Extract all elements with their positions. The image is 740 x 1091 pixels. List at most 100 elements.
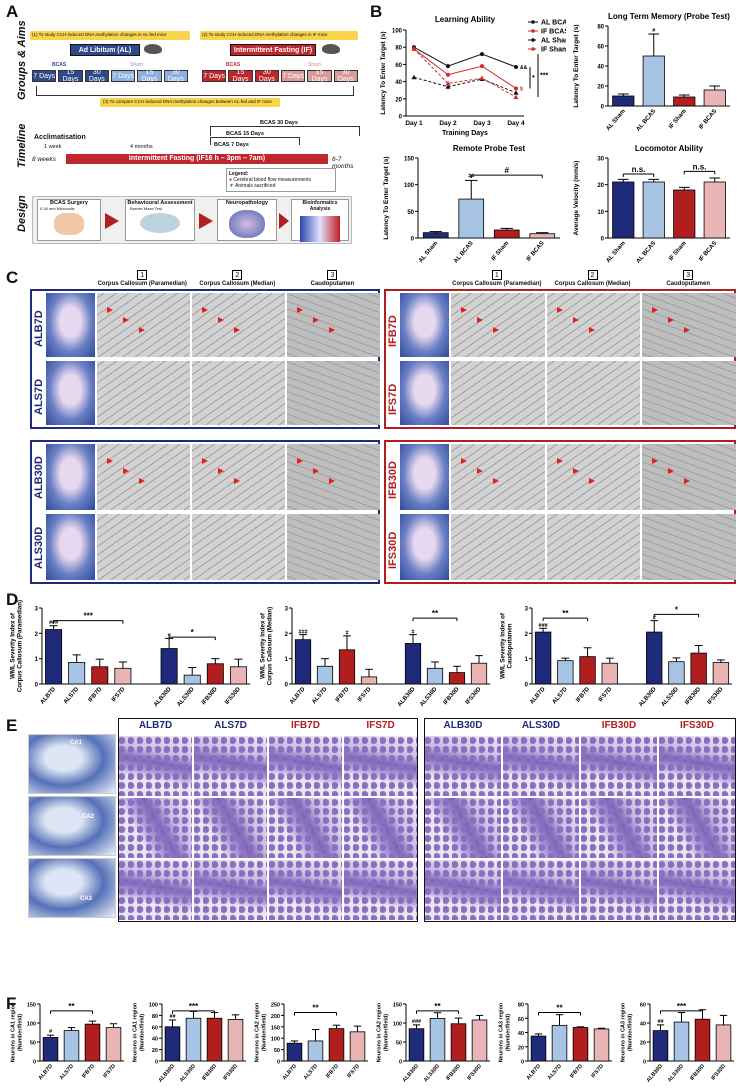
design-step-2: Behavioural Assessment Barnes Maze Test [125, 199, 195, 241]
nissl-micrograph [659, 860, 735, 920]
al-bcas-30d: 30 Days [84, 69, 109, 83]
nissl-micrograph [269, 798, 342, 858]
if-bcas-label: BCAS [226, 62, 241, 68]
x-tick-label: IFS7D [102, 1063, 117, 1079]
bar [579, 656, 596, 685]
x-tick-label: IFB7D [575, 686, 591, 704]
lesion-arrow-icon [588, 478, 595, 484]
panel-label-d: D [6, 590, 19, 609]
ca3-30d-chart: 0 20 40 60 Neurons in CA3 region(Number/fiel… [621, 1002, 734, 1084]
row-label: ALB30D [33, 456, 45, 499]
x-tick-label: IFB30D [689, 1063, 706, 1081]
timeline-acclim: Acclimatisation [34, 134, 86, 141]
bar [668, 661, 685, 685]
aim3-banner: (3) To compare CCH-induced DNA methylati… [100, 98, 280, 107]
significance-label: ** [562, 609, 569, 618]
legend-item-1: ● Cerebral blood flow measurements [229, 177, 311, 183]
groups-panel: (1) To study CCH-induced DNA methylation… [30, 28, 360, 112]
bar [160, 648, 178, 685]
brain-thumbnail [400, 361, 449, 425]
lesion-arrow-icon [122, 317, 129, 323]
chart-title: Locomotor Ability [635, 144, 704, 153]
data-point [445, 84, 451, 89]
y-tick-label: 50 [274, 1048, 280, 1054]
x-tick-label: IFB7D [88, 686, 104, 704]
micrograph [286, 293, 380, 357]
bar [63, 1030, 80, 1062]
series-line [413, 48, 517, 98]
legend-label: AL Sham [541, 38, 566, 45]
group-header: ALB7D [138, 720, 173, 731]
region-label: CA3 [80, 896, 93, 902]
significance-label: n.s. [693, 162, 707, 171]
nissl-micrograph [119, 798, 192, 858]
micrograph [96, 361, 190, 425]
micrograph [286, 444, 380, 510]
if-days-row: 7 Days 15 Days 30 Days 7 Days 15 Days 30… [202, 69, 358, 83]
micrograph [286, 361, 380, 425]
timeline-start: 8 weeks [32, 156, 56, 163]
row-label-timeline: Timeline [16, 123, 28, 168]
lesion-arrow-icon [588, 327, 595, 333]
x-tick-label: AL BCAS [636, 108, 658, 132]
column-header: Corpus Callosum (Median) [199, 281, 276, 287]
x-tick-label: ALB30D [402, 1063, 420, 1083]
timeline-bar: Intermittent Fasting (IF16 h – 3pm – 7am… [66, 154, 328, 164]
brain-thumbnail [400, 444, 449, 510]
micrograph [191, 361, 285, 425]
y-tick-label: 0 [155, 1060, 158, 1066]
lesion-arrow-icon [122, 468, 129, 474]
bcas15-label: BCAS 15 Days [226, 131, 264, 137]
bar [349, 1031, 366, 1062]
row-label: IFS7D [387, 383, 399, 415]
lesion-arrow-icon [493, 327, 499, 333]
y-tick-label: 2 [35, 632, 39, 638]
bar [404, 643, 422, 685]
data-point [514, 64, 518, 69]
bar [712, 662, 730, 685]
y-axis-label: Neurons in CA1 region(Number/field) [133, 1002, 146, 1062]
legend-label: IF BCAS [541, 29, 566, 36]
bar [694, 1018, 711, 1062]
bar [601, 662, 618, 685]
significance-mark: ### [298, 629, 307, 635]
micrograph [96, 444, 190, 510]
x-tick-label: ALB30D [397, 686, 417, 708]
lesion-arrow-icon [668, 468, 675, 474]
y-tick-label: 60 [395, 63, 402, 69]
x-tick-label: ALS7D [303, 1063, 319, 1081]
y-axis-label: Neurons in CA3 region(Number/field) [499, 1002, 512, 1062]
bar [557, 660, 574, 685]
y-tick-label: 20 [395, 97, 402, 103]
significance-label: * [675, 605, 679, 614]
bar [703, 89, 726, 107]
y-tick-label: 3 [35, 607, 39, 613]
x-tick-label: IFB30D [684, 686, 702, 706]
y-tick-label: 80 [518, 1003, 524, 1009]
x-tick-label: ALS30D [176, 686, 196, 708]
nissl-micrograph [194, 860, 267, 920]
significance-mark: # [652, 28, 655, 34]
x-tick-label: IFB30D [201, 686, 219, 706]
y-tick-label: 250 [271, 1003, 280, 1009]
if-bcas-15d: 15 Days [228, 69, 253, 83]
bar [448, 672, 466, 685]
group-header: IFB30D [601, 720, 637, 731]
bar [185, 1017, 202, 1062]
lesion-arrow-icon [652, 307, 659, 313]
if-sham-7d: 7 Days [280, 70, 306, 82]
bar [316, 665, 334, 685]
arrow-icon [279, 213, 289, 229]
significance-label: ** [432, 609, 439, 618]
y-tick-label: 0 [399, 115, 403, 121]
lesion-arrow-icon [572, 317, 579, 323]
x-tick-label: ALS30D [419, 686, 439, 708]
bar [551, 1024, 568, 1062]
y-tick-label: 40 [597, 65, 604, 71]
significance-label: n.s. [632, 165, 646, 174]
x-tick-label: ALB7D [289, 686, 307, 706]
column-header: Corpus Callosum (Paramedian) [452, 281, 542, 287]
bcas30-label: BCAS 30 Days [260, 120, 298, 126]
bar [422, 232, 449, 239]
